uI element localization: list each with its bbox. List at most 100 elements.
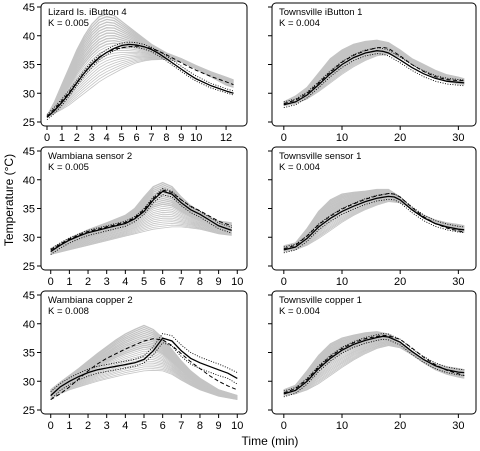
x-tick-label: 8 [163,132,169,144]
x-tick-label: 3 [104,276,110,288]
series-line-dashed [283,192,465,250]
x-tick-label: 2 [85,276,91,288]
x-tick-label: 1 [66,276,72,288]
fan-curve [50,213,232,254]
x-tick-label: 10 [336,276,348,288]
y-tick-label: 35 [23,204,35,216]
y-tick-label: 40 [23,31,35,43]
x-tick-label: 7 [178,276,184,288]
fan-curve [283,39,465,103]
series-line-dotted [283,47,465,103]
fan-curve [283,188,465,247]
y-tick-label: 40 [23,319,35,331]
x-tick-label: 0 [281,132,287,144]
y-tick-label: 35 [23,348,35,360]
x-tick-label: 4 [104,132,110,144]
series-line-dotted [283,193,465,248]
x-tick-label: 0 [48,420,54,432]
series-line-dashed [283,46,465,105]
fan-curve [283,53,465,107]
fan-curve [283,331,465,391]
x-tick-label: 9 [178,132,184,144]
series-line-solid [50,190,232,253]
x-tick-label: 10 [231,276,243,288]
fan-curve [50,366,238,400]
panel-k-value: K = 0.004 [279,306,320,317]
x-tick-label: 9 [216,276,222,288]
fan-curve [50,364,238,400]
x-tick-label: 10 [336,132,348,144]
y-tick-label: 45 [23,290,35,302]
x-tick-label: 4 [122,420,128,432]
series-line-dashed [46,45,234,117]
x-tick-label: 10 [190,132,202,144]
fan-curve [50,219,232,254]
x-tick-label: 4 [122,276,128,288]
fan-curve [50,209,232,253]
panel-6: 0 10 20 30 Townsville copper 1K = 0.004 [268,290,477,432]
series-line-dashed [50,189,232,251]
x-tick-label: 30 [452,420,464,432]
x-tick-label: 3 [104,420,110,432]
series-line-solid [50,337,238,397]
fan-curve [50,226,232,255]
y-tick-label: 30 [23,232,35,244]
fan-curve [50,224,232,255]
x-tick-label: 1 [59,132,65,144]
x-tick-label: 7 [178,420,184,432]
fan-curve [50,207,232,253]
fan-curve [50,324,238,397]
fan-curve [50,352,238,399]
series-line-dotted [50,342,238,400]
panel-title: Townsville sensor 1 [279,151,361,162]
series-line-solid [283,50,465,106]
x-tick-label: 20 [394,420,406,432]
y-tick-label: 30 [23,88,35,100]
fan-curve [50,368,238,400]
series-line-solid [283,335,465,395]
panel-title: Wambiana copper 2 [48,295,133,306]
series-line-dotted [50,194,232,255]
panel-k-value: K = 0.005 [48,18,89,29]
x-tick-label: 30 [452,132,464,144]
fan-curve [50,199,232,252]
x-tick-label: 20 [394,132,406,144]
fan-curve [50,217,232,254]
x-tick-label: 5 [141,276,147,288]
y-tick-label: 25 [23,117,35,129]
fan-curve [50,369,238,400]
y-tick-label: 45 [23,2,35,14]
x-tick-label: 0 [48,276,54,288]
panel-k-value: K = 0.004 [279,162,320,173]
fan-curve [50,362,238,400]
x-tick-label: 1 [66,420,72,432]
x-tick-label: 0 [281,420,287,432]
x-tick-label: 6 [160,276,166,288]
panel-k-value: K = 0.004 [279,18,320,29]
series-line-dashed [283,334,465,394]
x-tick-label: 6 [160,420,166,432]
x-tick-label: 2 [85,420,91,432]
fan-curve [50,222,232,255]
fan-curve [50,211,232,253]
series-line-dotted [46,46,234,121]
y-tick-label: 40 [23,175,35,187]
series-line-dotted [283,198,465,254]
y-axis-title: Temperature (°C) [2,154,16,246]
fan-curve [46,13,234,117]
panel-2: 0 10 20 30 Townsville iButton 1K = 0.004 [268,2,477,144]
fan-curve [283,53,465,107]
x-tick-label: 9 [216,420,222,432]
x-tick-label: 7 [148,132,154,144]
panel-k-value: K = 0.005 [48,162,89,173]
x-tick-label: 5 [119,132,125,144]
x-tick-label: 8 [197,420,203,432]
panel-title: Townsville iButton 1 [279,7,362,18]
panel-title: Wambiana sensor 2 [48,151,132,162]
fan-curve [50,356,238,399]
